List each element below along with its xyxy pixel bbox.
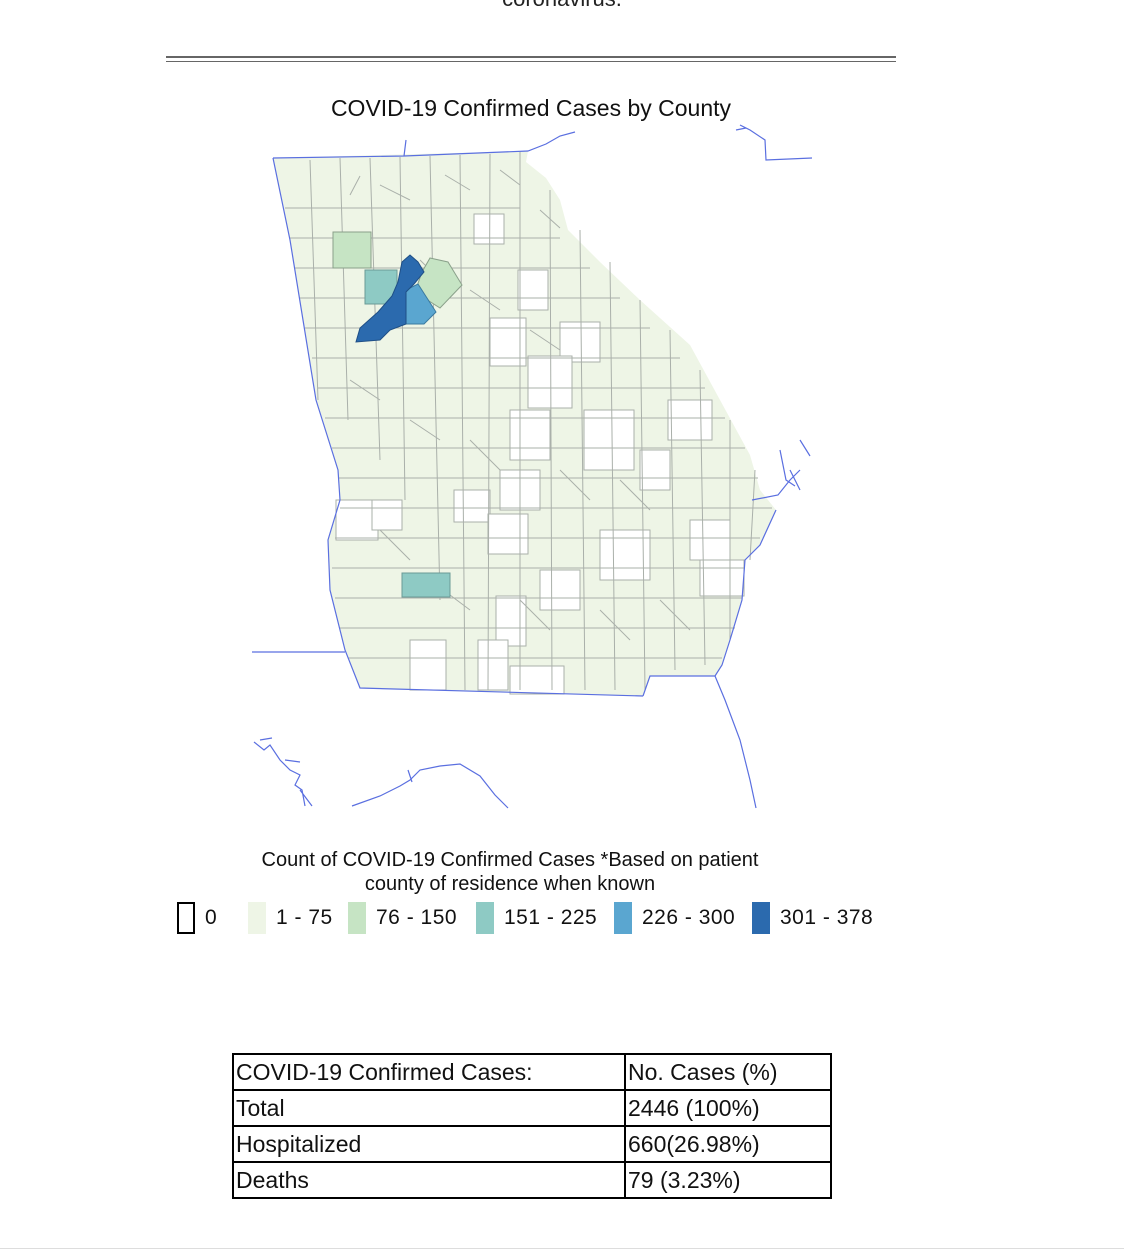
table-header-value: No. Cases (%) [624,1053,832,1091]
legend-item-151-225: 151 - 225 [476,901,597,935]
table-cell-label: Total [232,1089,626,1127]
legend-item-301-378: 301 - 378 [752,901,873,935]
table-cell-value: 660(26.98%) [624,1125,832,1163]
county-borders [285,152,772,691]
legend-item-1-75: 1 - 75 [248,901,333,935]
legend-item-226-300: 226 - 300 [614,901,735,935]
legend-swatch [476,902,494,934]
stats-table: COVID-19 Confirmed Cases: No. Cases (%) … [232,1053,832,1199]
legend-label: 76 - 150 [376,906,458,929]
table-cell-value: 2446 (100%) [624,1089,832,1127]
table-cell-label: Deaths [232,1161,626,1199]
legend-item-0: 0 [177,901,217,935]
table-cell-label: Hospitalized [232,1125,626,1163]
county-151-225 [401,572,451,598]
bottom-divider [0,1248,1124,1249]
legend-label: 226 - 300 [642,906,736,929]
map-title: COVID-19 Confirmed Cases by County [330,95,732,121]
table-row: Hospitalized 660(26.98%) [232,1125,832,1163]
county-76-150 [332,231,372,269]
georgia-county-map [252,124,813,809]
legend-title: Count of COVID-19 Confirmed Cases *Based… [150,848,870,896]
legend-swatch [348,902,366,934]
divider [166,61,896,62]
legend-title-line2: county of residence when known [364,873,656,895]
county-301-378 [355,254,425,343]
legend-item-76-150: 76 - 150 [348,901,457,935]
legend-label: 151 - 225 [504,906,598,929]
legend-swatch [177,902,195,934]
legend-swatch [614,902,632,934]
legend-title-line1: Count of COVID-19 Confirmed Cases *Based… [261,849,759,871]
table-cell-value: 79 (3.23%) [624,1161,832,1199]
legend-label: 1 - 75 [276,906,333,929]
legend-swatch [248,902,266,934]
state-outline [252,124,813,809]
table-header-label: COVID-19 Confirmed Cases: [232,1053,626,1091]
table-row: Deaths 79 (3.23%) [232,1161,832,1199]
legend-swatch [752,902,770,934]
table-header-row: COVID-19 Confirmed Cases: No. Cases (%) [232,1053,832,1091]
zero-case-counties [335,213,745,695]
legend-label: 0 [205,906,218,929]
divider [166,56,896,58]
top-text-fragment: coronavirus. [0,0,1124,12]
legend-label: 301 - 378 [780,906,874,929]
table-row: Total 2446 (100%) [232,1089,832,1127]
